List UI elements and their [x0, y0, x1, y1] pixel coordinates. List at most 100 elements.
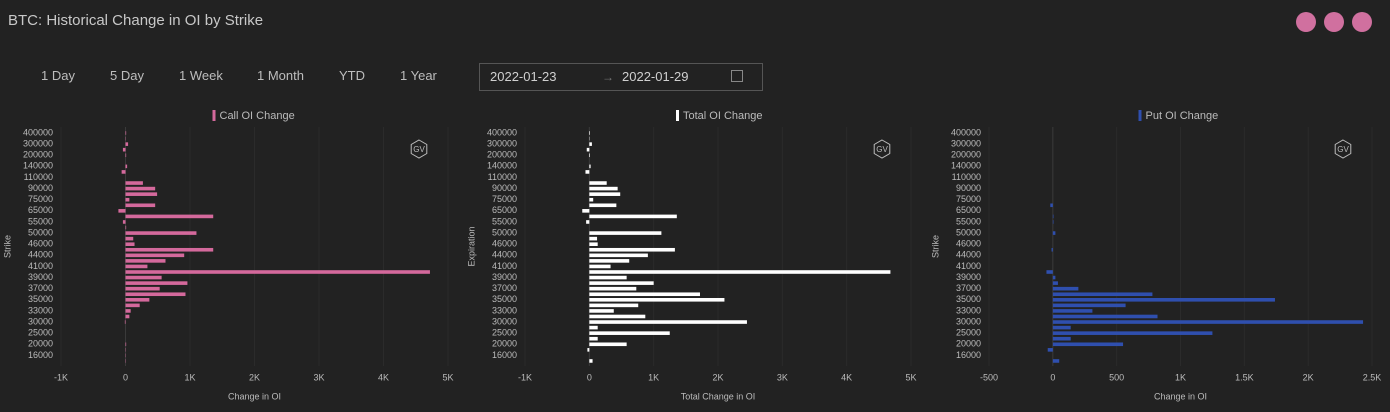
- y-tick-label: 300000: [951, 138, 981, 148]
- bar: [589, 153, 590, 158]
- y-tick-label: 33000: [28, 305, 53, 315]
- bar: [1052, 325, 1071, 330]
- y-axis-title: Strike: [2, 235, 12, 258]
- bar: [1052, 303, 1126, 308]
- x-tick-label: 2K: [1303, 372, 1314, 382]
- y-tick-label: 140000: [487, 161, 517, 171]
- watermark: GV: [876, 145, 888, 154]
- range-button[interactable]: 1 Year: [400, 68, 437, 83]
- x-axis-title: Change in OI: [1154, 391, 1207, 401]
- y-tick-label: 44000: [492, 250, 517, 260]
- bar: [125, 231, 197, 235]
- page-title: BTC: Historical Change in OI by Strike: [8, 12, 264, 29]
- bar: [589, 203, 617, 208]
- bar: [589, 131, 590, 135]
- bar: [125, 292, 186, 297]
- calendar-icon[interactable]: [731, 70, 743, 82]
- bar: [589, 264, 611, 269]
- y-tick-label: 39000: [956, 272, 981, 282]
- bar: [1052, 331, 1213, 335]
- y-tick-label: 110000: [488, 172, 517, 182]
- bar: [122, 220, 126, 224]
- camera-icon[interactable]: [1352, 12, 1372, 32]
- bar: [589, 286, 637, 291]
- x-tick-label: 3K: [313, 372, 324, 382]
- bar: [589, 303, 639, 308]
- x-tick-label: 0: [587, 372, 592, 382]
- bar: [125, 197, 130, 202]
- watermark-hexagon: [410, 139, 428, 159]
- date-range-picker[interactable]: 2022-01-23 → 2022-01-29: [479, 63, 763, 91]
- info-icon[interactable]: [1296, 12, 1316, 32]
- y-tick-label: 30000: [492, 316, 517, 326]
- y-tick-label: 55000: [28, 216, 53, 226]
- y-tick-label: 75000: [492, 194, 517, 204]
- bar: [589, 325, 598, 330]
- watermark-hexagon: [1334, 139, 1352, 159]
- y-tick-label: 90000: [28, 183, 53, 193]
- y-tick-label: 35000: [28, 294, 53, 304]
- bar: [589, 192, 621, 196]
- help-icon[interactable]: [1324, 12, 1344, 32]
- legend-label: Put OI Change: [1146, 110, 1219, 122]
- y-tick-label: 16000: [492, 350, 517, 360]
- x-tick-label: 3K: [777, 372, 788, 382]
- y-tick-label: 90000: [492, 183, 517, 193]
- bar: [589, 231, 662, 235]
- x-tick-label: -1K: [518, 372, 532, 382]
- y-tick-label: 50000: [28, 227, 53, 237]
- range-button[interactable]: YTD: [339, 68, 365, 83]
- y-tick-label: 37000: [492, 283, 517, 293]
- y-tick-label: 44000: [28, 250, 53, 260]
- bar: [125, 259, 166, 263]
- y-tick-label: 39000: [492, 272, 517, 282]
- bar: [1052, 214, 1054, 219]
- y-tick-label: 33000: [956, 305, 981, 315]
- bar: [124, 320, 126, 324]
- bar: [589, 259, 630, 263]
- bar: [586, 220, 590, 224]
- bar: [589, 242, 598, 246]
- bar: [125, 275, 162, 280]
- bar: [1052, 292, 1153, 297]
- end-date[interactable]: 2022-01-29: [622, 69, 689, 84]
- bar: [125, 192, 158, 196]
- bar: [1052, 342, 1124, 347]
- x-tick-label: 1K: [648, 372, 659, 382]
- bar: [589, 336, 598, 341]
- range-button[interactable]: 1 Week: [179, 68, 223, 83]
- bar: [589, 320, 747, 324]
- start-date[interactable]: 2022-01-23: [490, 69, 557, 84]
- range-button[interactable]: 1 Month: [257, 68, 304, 83]
- bar: [125, 203, 156, 208]
- x-axis-title: Change in OI: [228, 391, 281, 401]
- y-tick-label: 75000: [28, 194, 53, 204]
- y-tick-label: 46000: [492, 239, 517, 249]
- x-tick-label: 0: [1050, 372, 1055, 382]
- x-tick-label: -1K: [54, 372, 68, 382]
- bar: [125, 314, 130, 319]
- bar: [589, 270, 891, 274]
- y-tick-label: 50000: [492, 227, 517, 237]
- bar: [589, 298, 725, 302]
- x-tick-label: -500: [980, 372, 998, 382]
- bar: [125, 298, 150, 302]
- y-tick-label: 400000: [951, 127, 981, 137]
- y-axis-title: Expiration: [466, 226, 476, 266]
- legend-label: Call OI Change: [220, 110, 295, 122]
- range-button[interactable]: 5 Day: [110, 68, 144, 83]
- bar: [589, 164, 591, 169]
- y-tick-label: 65000: [492, 205, 517, 215]
- bar: [125, 253, 185, 258]
- x-tick-label: 4K: [378, 372, 389, 382]
- y-tick-label: 200000: [487, 150, 517, 160]
- range-button[interactable]: 1 Day: [41, 68, 75, 83]
- bar: [125, 186, 156, 191]
- y-tick-label: 35000: [956, 294, 981, 304]
- legend-swatch: [1138, 110, 1142, 121]
- bar: [1052, 314, 1158, 319]
- x-tick-label: 1K: [184, 372, 195, 382]
- bar: [1051, 247, 1053, 252]
